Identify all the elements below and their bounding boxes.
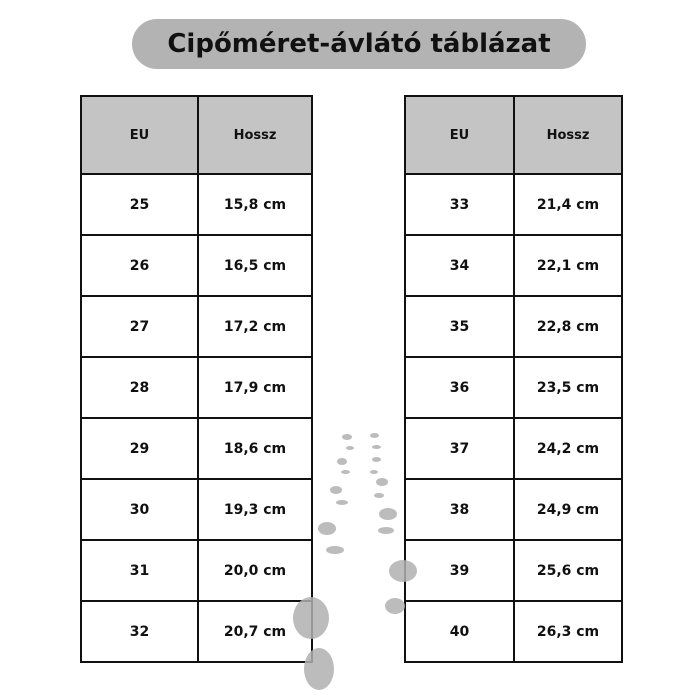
length-cell: 21,4 cm — [513, 173, 623, 236]
length-cell: 20,0 cm — [197, 539, 313, 602]
table-row: 34 22,1 cm — [404, 234, 623, 297]
table-row: 32 20,7 cm — [80, 600, 313, 663]
size-table-right: EU Hossz 33 21,4 cm 34 22,1 cm 35 22,8 cm 36 23,5… — [404, 95, 623, 663]
eu-size-cell: 37 — [404, 417, 515, 480]
table-row: 26 16,5 cm — [80, 234, 313, 297]
header-eu: EU — [404, 95, 515, 175]
footprint-icon — [293, 597, 329, 639]
length-cell: 17,2 cm — [197, 295, 313, 358]
footprint-icon — [318, 522, 336, 535]
table-row: 30 19,3 cm — [80, 478, 313, 541]
footprint-icon — [389, 560, 417, 582]
eu-size-cell: 36 — [404, 356, 515, 419]
footprint-icon — [376, 478, 388, 486]
table-row: 25 15,8 cm — [80, 173, 313, 236]
footprint-icon — [330, 486, 342, 494]
eu-size-cell: 27 — [80, 295, 199, 358]
table-row: 40 26,3 cm — [404, 600, 623, 663]
header-length: Hossz — [513, 95, 623, 175]
eu-size-cell: 29 — [80, 417, 199, 480]
length-cell: 25,6 cm — [513, 539, 623, 602]
length-cell: 24,2 cm — [513, 417, 623, 480]
eu-size-cell: 31 — [80, 539, 199, 602]
eu-size-cell: 25 — [80, 173, 199, 236]
table-row: 38 24,9 cm — [404, 478, 623, 541]
footprint-icon — [370, 433, 379, 438]
eu-size-cell: 33 — [404, 173, 515, 236]
footprint-icon — [304, 648, 334, 690]
header-eu: EU — [80, 95, 199, 175]
table-row: 27 17,2 cm — [80, 295, 313, 358]
length-cell: 16,5 cm — [197, 234, 313, 297]
footprint-icon — [336, 500, 348, 505]
eu-size-cell: 28 — [80, 356, 199, 419]
footprint-icon — [372, 445, 381, 449]
length-cell: 22,1 cm — [513, 234, 623, 297]
length-cell: 26,3 cm — [513, 600, 623, 663]
table-header: EU Hossz — [404, 95, 623, 175]
length-cell: 24,9 cm — [513, 478, 623, 541]
eu-size-cell: 35 — [404, 295, 515, 358]
eu-size-cell: 30 — [80, 478, 199, 541]
eu-size-cell: 32 — [80, 600, 199, 663]
footprint-icon — [341, 470, 350, 474]
length-cell: 23,5 cm — [513, 356, 623, 419]
length-cell: 18,6 cm — [197, 417, 313, 480]
table-row: 31 20,0 cm — [80, 539, 313, 602]
footprint-icon — [379, 508, 397, 520]
table-row: 36 23,5 cm — [404, 356, 623, 419]
footprint-icon — [337, 458, 347, 465]
eu-size-cell: 39 — [404, 539, 515, 602]
size-table-left: EU Hossz 25 15,8 cm 26 16,5 cm 27 17,2 cm 28 17,9… — [80, 95, 313, 663]
eu-size-cell: 40 — [404, 600, 515, 663]
footprint-icon — [385, 598, 405, 614]
table-row: 28 17,9 cm — [80, 356, 313, 419]
table-row: 39 25,6 cm — [404, 539, 623, 602]
length-cell: 15,8 cm — [197, 173, 313, 236]
table-row: 29 18,6 cm — [80, 417, 313, 480]
eu-size-cell: 38 — [404, 478, 515, 541]
length-cell: 20,7 cm — [197, 600, 313, 663]
eu-size-cell: 34 — [404, 234, 515, 297]
length-cell: 19,3 cm — [197, 478, 313, 541]
eu-size-cell: 26 — [80, 234, 199, 297]
footprint-icon — [326, 546, 344, 554]
length-cell: 22,8 cm — [513, 295, 623, 358]
footprint-icon — [342, 434, 352, 440]
footprint-icon — [374, 493, 384, 498]
length-cell: 17,9 cm — [197, 356, 313, 419]
header-length: Hossz — [197, 95, 313, 175]
footprint-icon — [346, 446, 354, 450]
table-row: 33 21,4 cm — [404, 173, 623, 236]
footprint-icon — [378, 527, 394, 534]
table-row: 35 22,8 cm — [404, 295, 623, 358]
page-title: Cipőméret-ávlátó táblázat — [132, 19, 586, 69]
table-row: 37 24,2 cm — [404, 417, 623, 480]
footprint-icon — [372, 457, 381, 462]
footprint-icon — [370, 470, 378, 474]
table-header: EU Hossz — [80, 95, 313, 175]
